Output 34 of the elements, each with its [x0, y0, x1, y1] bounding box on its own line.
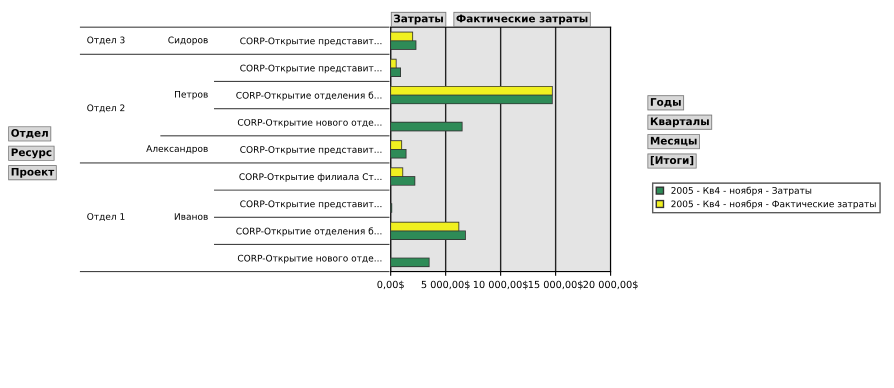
bar	[390, 258, 430, 268]
y-tick-label: CORP-Открытие представит...	[240, 200, 382, 210]
x-tick-label: 20 000,00$	[583, 280, 638, 290]
text: Проект	[12, 168, 54, 178]
text: Месяцы	[650, 136, 697, 146]
x-tick-label: 5 000,00$	[422, 280, 470, 290]
legend-label: 2005 - Кв4 - ноября - Фактические затраты	[671, 200, 876, 210]
y-tick-label: CORP-Открытие представит...	[240, 146, 382, 155]
bar	[390, 122, 463, 132]
text: Сидоров	[168, 36, 208, 46]
text: Фактические затраты	[456, 14, 588, 24]
text: Иванов	[174, 213, 208, 220]
text: Отдел	[11, 129, 48, 138]
text: Кварталы	[650, 118, 709, 128]
text: Годы	[650, 98, 681, 108]
text: Петров	[175, 90, 208, 100]
y-tick-label: CORP-Открытие нового отде...	[238, 118, 382, 128]
y-tick-label: CORP-Открытие представит...	[240, 37, 382, 46]
x-tick-label: 10 000,00$	[474, 280, 528, 290]
y-tick-label: CORP-Открытие нового отде...	[238, 254, 382, 264]
text: Отдел 1	[87, 213, 124, 222]
legend-label: 2005 - Кв4 - ноября - Затраты	[671, 186, 812, 196]
text: Отдел 2	[87, 104, 124, 112]
y-tick-label: CORP-Открытие отделения б...	[236, 227, 382, 236]
text: [Итоги]	[650, 156, 694, 166]
y-tick-label: CORP-Открытие филиала Ст...	[239, 173, 382, 182]
text: Затраты	[394, 14, 443, 24]
x-tick-label: 0,00$	[377, 280, 404, 290]
text: Отдел 3	[87, 36, 125, 44]
text: Александров	[146, 145, 208, 154]
x-tick-label: 15 000,00$	[528, 280, 583, 290]
text: Ресурс	[12, 148, 52, 158]
y-tick-label: CORP-Открытие представит...	[240, 64, 382, 74]
y-tick-label: CORP-Открытие отделения б...	[236, 92, 382, 100]
